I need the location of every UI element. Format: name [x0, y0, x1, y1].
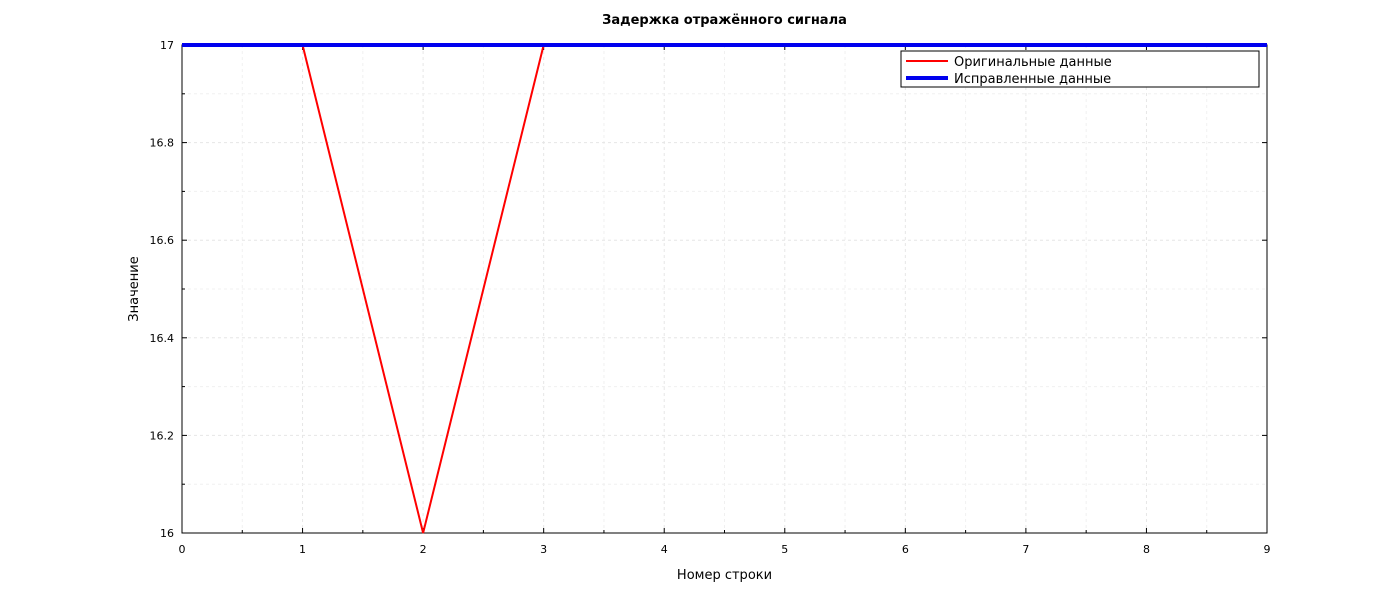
y-tick-label: 16	[160, 527, 174, 540]
x-tick-label: 1	[299, 543, 306, 556]
x-tick-label: 8	[1143, 543, 1150, 556]
legend: Оригинальные данные Исправленные данные	[900, 50, 1260, 88]
y-tick-label: 16.2	[150, 429, 175, 442]
x-tick-label: 5	[781, 543, 788, 556]
legend-box	[900, 50, 1260, 88]
y-tick-label: 16.4	[150, 332, 175, 345]
x-tick-label: 3	[540, 543, 547, 556]
y-tick-label: 16.8	[150, 137, 175, 150]
grid	[181, 44, 1268, 534]
x-tick-label: 0	[179, 543, 186, 556]
x-tick-label: 2	[420, 543, 427, 556]
legend-label-original: Оригинальные данные	[954, 55, 1112, 70]
y-tick-label: 17	[160, 39, 174, 52]
series-layer	[182, 43, 1267, 534]
y-tick-label: 16.6	[150, 234, 175, 247]
x-tick-label: 9	[1264, 543, 1271, 556]
x-axis-label: Номер строки	[677, 568, 772, 583]
x-tick-label: 7	[1022, 543, 1029, 556]
x-tick-label: 6	[902, 543, 909, 556]
legend-label-corrected: Исправленные данные	[954, 72, 1111, 87]
axis-ticks: 0 1 2 3 4 5 6 7 8 9 16 16.2 16.4 16.6 16.8 17	[150, 39, 1271, 556]
y-axis-label: Значение	[127, 256, 142, 321]
x-tick-label: 4	[661, 543, 668, 556]
chart-title: Задержка отражённого сигнала	[602, 13, 847, 28]
